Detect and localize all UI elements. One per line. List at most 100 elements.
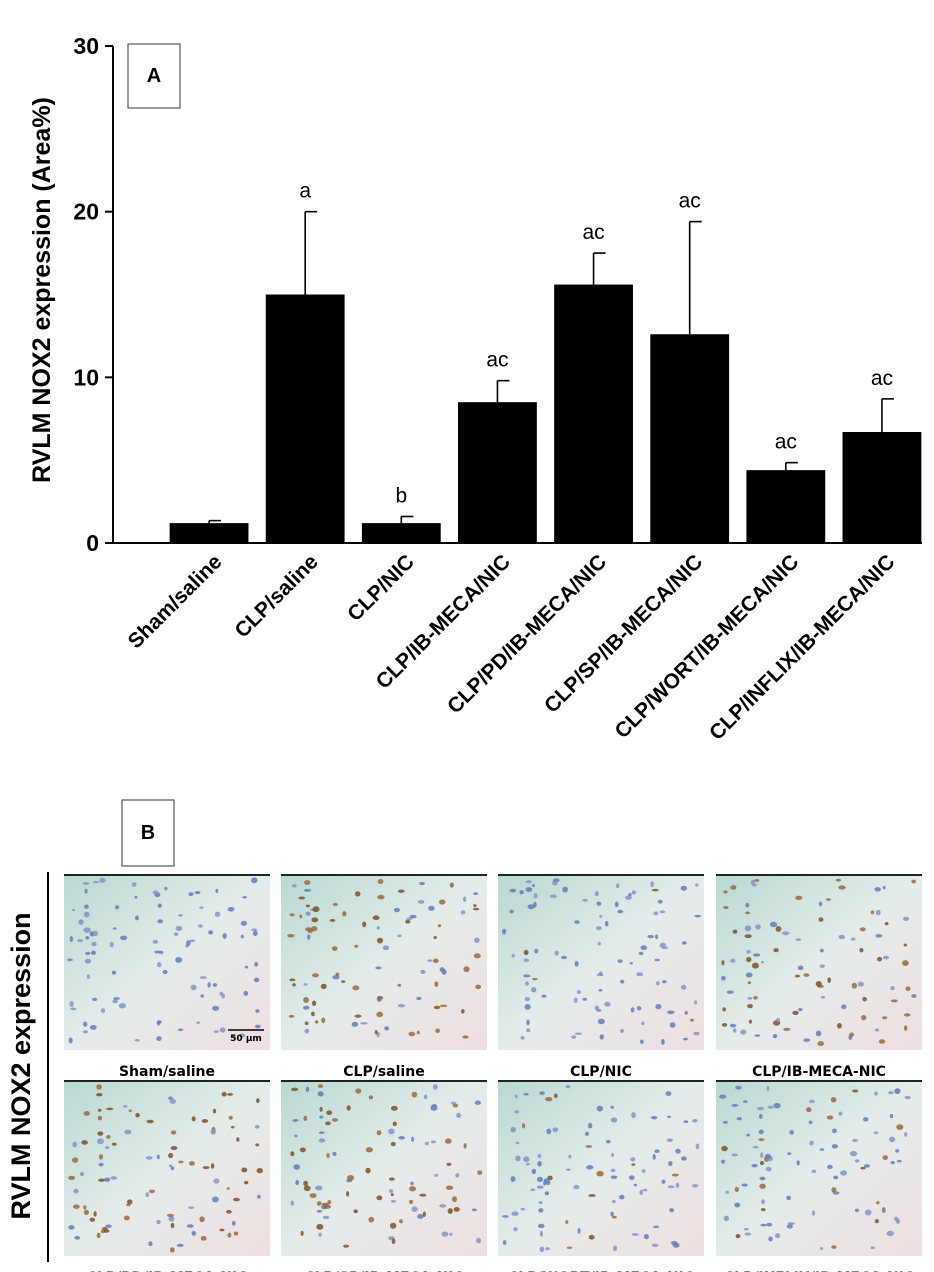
cell-nucleus <box>641 1169 646 1173</box>
cell-nucleus <box>320 983 327 990</box>
cell-nucleus <box>406 917 413 921</box>
cell-nucleus <box>243 990 249 996</box>
cell-nucleus <box>439 967 445 972</box>
cell-nucleus <box>667 1115 672 1119</box>
cell-nucleus <box>398 1136 406 1140</box>
cell-nucleus <box>319 1115 324 1119</box>
cell-nucleus <box>315 1020 319 1024</box>
cell-nucleus <box>289 913 295 917</box>
cell-nucleus <box>574 1032 583 1035</box>
cell-nucleus <box>96 1093 103 1097</box>
cell-nucleus <box>620 1028 624 1034</box>
cell-nucleus <box>545 1097 553 1102</box>
cell-nucleus <box>127 1199 133 1205</box>
cell-nucleus <box>833 1175 839 1180</box>
cell-nucleus <box>256 1098 260 1104</box>
cell-nucleus <box>97 1138 104 1145</box>
cell-nucleus <box>83 1111 90 1116</box>
cell-nucleus <box>522 1122 526 1129</box>
cell-nucleus <box>768 1236 773 1242</box>
cell-nucleus <box>903 943 907 947</box>
significance-label: ac <box>486 349 508 372</box>
cell-nucleus <box>523 958 530 962</box>
cell-nucleus <box>319 1106 323 1112</box>
micrograph-caption: CLP/INFLIX/IB-MECA-NIC <box>724 1270 914 1272</box>
cell-nucleus <box>293 1164 301 1170</box>
cell-nucleus <box>291 1087 299 1092</box>
cell-nucleus <box>84 958 92 964</box>
cell-nucleus <box>397 983 402 987</box>
cell-nucleus <box>460 910 466 915</box>
cell-nucleus <box>170 1166 175 1171</box>
cell-nucleus <box>661 1038 665 1045</box>
cell-nucleus <box>68 1037 73 1044</box>
cell-nucleus <box>519 890 524 895</box>
cell-nucleus <box>112 999 118 1004</box>
cell-nucleus <box>861 1014 867 1021</box>
cell-nucleus <box>368 1095 374 1100</box>
cell-nucleus <box>617 909 624 914</box>
cell-nucleus <box>596 901 602 906</box>
significance-labels: a b ac ac ac ac ac <box>299 180 893 508</box>
cell-nucleus <box>849 1032 855 1037</box>
bar <box>361 523 441 543</box>
cell-nucleus <box>427 959 433 963</box>
cell-nucleus <box>194 891 201 895</box>
cell-nucleus <box>530 987 537 993</box>
cell-nucleus <box>374 1029 378 1035</box>
cell-nucleus <box>681 941 687 945</box>
cell-nucleus <box>502 928 507 935</box>
cell-nucleus <box>157 919 164 924</box>
cell-nucleus <box>747 1003 753 1009</box>
cell-nucleus <box>201 1118 209 1123</box>
micrograph-image <box>281 874 487 1050</box>
cell-nucleus <box>754 879 760 882</box>
cell-nucleus <box>722 1022 728 1027</box>
cell-nucleus <box>92 997 98 1002</box>
cell-nucleus <box>695 1143 700 1150</box>
cell-nucleus <box>377 879 384 885</box>
cell-nucleus <box>162 969 168 975</box>
cell-nucleus <box>168 1164 173 1168</box>
cell-nucleus <box>299 914 303 919</box>
cell-nucleus <box>399 1219 403 1224</box>
cell-nucleus <box>640 1039 644 1045</box>
cell-nucleus <box>354 1014 362 1018</box>
cell-nucleus <box>531 883 535 888</box>
cell-nucleus <box>610 1168 616 1173</box>
cell-nucleus <box>128 1109 132 1113</box>
cell-nucleus <box>582 898 588 902</box>
cell-nucleus <box>342 911 347 917</box>
cell-nucleus <box>524 997 531 1002</box>
cell-nucleus <box>106 1134 111 1139</box>
micrograph: CLP/INFLIX/IB-MECA-NIC <box>716 1080 922 1272</box>
cell-nucleus <box>84 904 89 909</box>
cell-nucleus <box>827 977 831 983</box>
cell-nucleus <box>511 953 515 958</box>
cell-nucleus <box>586 1165 594 1170</box>
cell-nucleus <box>312 1000 317 1007</box>
cell-nucleus <box>238 1033 246 1038</box>
cell-nucleus <box>112 927 117 930</box>
cell-nucleus <box>537 1160 542 1167</box>
cell-nucleus <box>870 1246 875 1250</box>
cell-nucleus <box>654 934 659 940</box>
cell-nucleus <box>525 887 533 893</box>
cell-nucleus <box>200 994 204 998</box>
cell-nucleus <box>818 917 824 922</box>
cell-nucleus <box>303 888 312 892</box>
cell-nucleus <box>667 1185 675 1189</box>
cell-nucleus <box>692 1118 698 1123</box>
cell-nucleus <box>819 964 825 968</box>
cell-nucleus <box>109 941 114 948</box>
cell-nucleus <box>445 1185 454 1190</box>
cell-nucleus <box>721 1159 725 1164</box>
cell-nucleus <box>890 986 895 991</box>
cell-nucleus <box>537 1223 545 1229</box>
cell-nucleus <box>745 911 750 915</box>
cell-nucleus <box>610 1175 618 1179</box>
cell-nucleus <box>756 1106 765 1111</box>
cell-nucleus <box>326 1152 330 1159</box>
cell-nucleus <box>411 1206 418 1213</box>
